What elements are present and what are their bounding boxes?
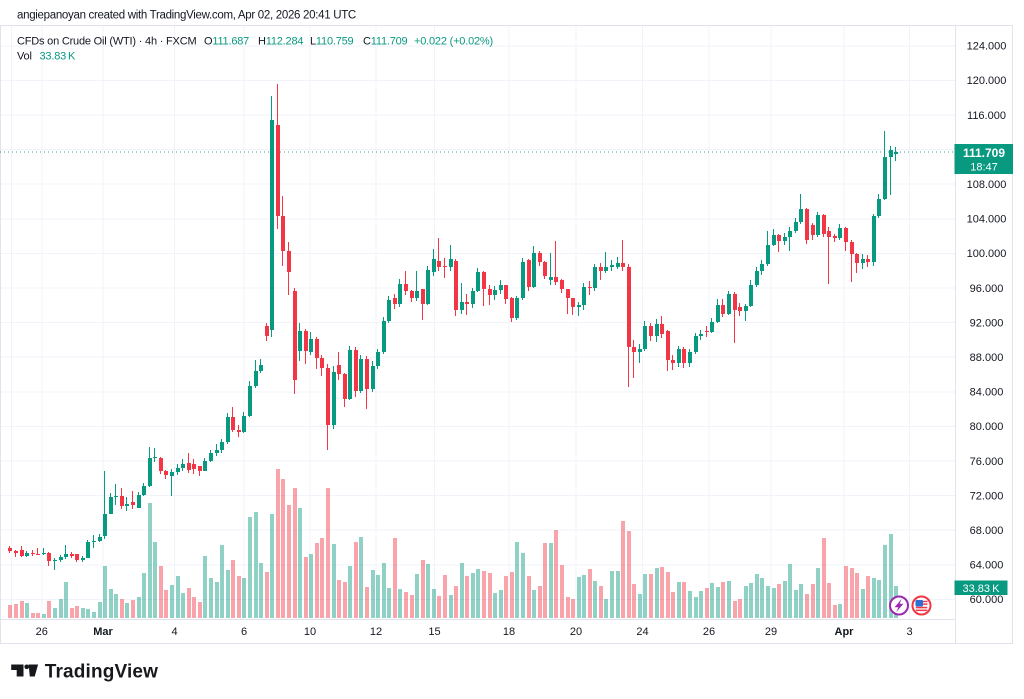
svg-text:18:47: 18:47 bbox=[970, 162, 998, 174]
svg-text:33.83 K: 33.83 K bbox=[962, 583, 1000, 595]
svg-text:Apr: Apr bbox=[835, 626, 855, 638]
svg-text:76.000: 76.000 bbox=[970, 456, 1004, 468]
svg-text:60.000: 60.000 bbox=[970, 594, 1004, 606]
svg-text:24: 24 bbox=[636, 626, 648, 638]
svg-text:angiepanoyan created with Trad: angiepanoyan created with TradingView.co… bbox=[17, 10, 356, 22]
svg-text:4: 4 bbox=[171, 626, 177, 638]
svg-text:120.000: 120.000 bbox=[967, 75, 1007, 87]
svg-text:3: 3 bbox=[906, 626, 912, 638]
svg-text:80.000: 80.000 bbox=[970, 421, 1004, 433]
svg-text:92.000: 92.000 bbox=[970, 317, 1004, 329]
svg-text:26: 26 bbox=[703, 626, 715, 638]
svg-text:68.000: 68.000 bbox=[970, 525, 1004, 537]
svg-text:111.709: 111.709 bbox=[963, 146, 1005, 160]
svg-text:88.000: 88.000 bbox=[970, 352, 1004, 364]
svg-text:6: 6 bbox=[241, 626, 247, 638]
svg-text:108.000: 108.000 bbox=[967, 179, 1007, 191]
svg-text:Mar: Mar bbox=[93, 626, 113, 638]
svg-text:20: 20 bbox=[570, 626, 582, 638]
svg-text:96.000: 96.000 bbox=[970, 283, 1004, 295]
svg-text:12: 12 bbox=[370, 626, 382, 638]
svg-text:29: 29 bbox=[765, 626, 777, 638]
svg-text:116.000: 116.000 bbox=[967, 110, 1006, 122]
svg-text:10: 10 bbox=[304, 626, 316, 638]
svg-text:TradingView: TradingView bbox=[45, 662, 158, 683]
svg-text:15: 15 bbox=[428, 626, 440, 638]
svg-text:100.000: 100.000 bbox=[967, 248, 1007, 260]
svg-text:124.000: 124.000 bbox=[967, 41, 1007, 53]
svg-text:26: 26 bbox=[36, 626, 48, 638]
svg-text:18: 18 bbox=[503, 626, 515, 638]
svg-text:64.000: 64.000 bbox=[970, 560, 1004, 572]
svg-text:104.000: 104.000 bbox=[967, 214, 1007, 226]
svg-text:84.000: 84.000 bbox=[970, 387, 1004, 399]
svg-text:72.000: 72.000 bbox=[970, 490, 1004, 502]
